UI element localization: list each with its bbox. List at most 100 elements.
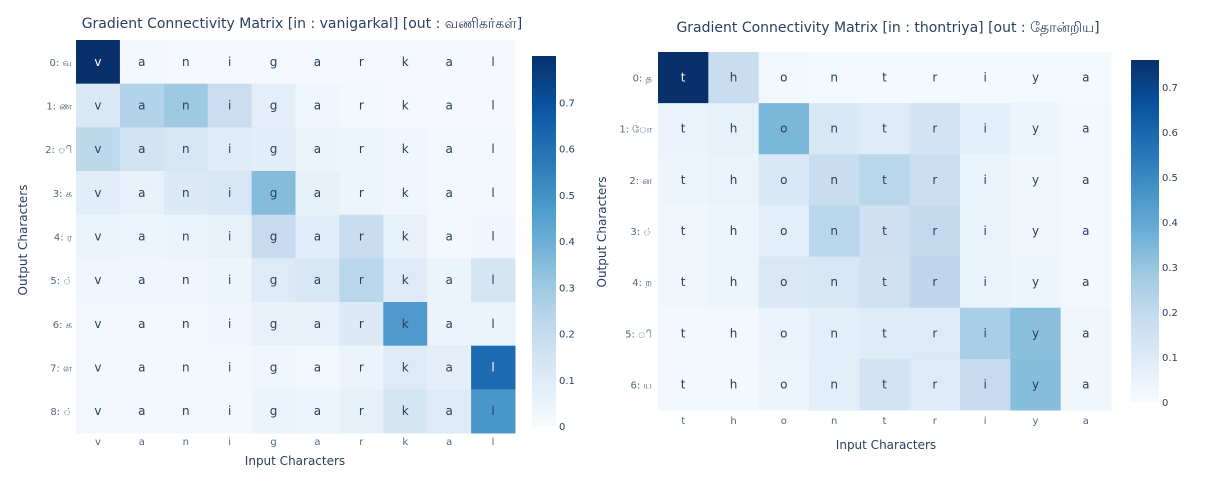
cell-label: o <box>780 71 787 85</box>
cell-label: a <box>138 273 145 287</box>
x-tick-label: i <box>984 416 987 427</box>
x-tick-label: g <box>270 437 276 448</box>
cell-label: i <box>228 317 231 331</box>
heatmap-cell <box>708 103 760 155</box>
heatmap-cell <box>658 256 709 309</box>
heatmap-cell <box>207 83 253 128</box>
y-axis-title: Output Characters <box>16 185 30 296</box>
x-tick-label: a <box>314 437 320 448</box>
heatmap-cell <box>1010 52 1062 104</box>
heatmap-cell <box>251 40 296 85</box>
heatmap-cell <box>758 307 810 360</box>
heatmap-cell <box>809 103 860 155</box>
cell-label: a <box>138 186 145 200</box>
heatmap-cell <box>383 302 428 347</box>
cell-label: t <box>681 377 686 391</box>
cell-label: t <box>882 224 887 238</box>
heatmap-cell <box>119 214 165 259</box>
cell-label: i <box>228 55 231 69</box>
heatmap-cell <box>1010 358 1062 411</box>
cell-label: h <box>730 71 738 85</box>
cell-label: a <box>314 230 321 244</box>
cell-label: a <box>445 99 452 113</box>
heatmap-cell <box>658 358 709 411</box>
heatmap-cell <box>119 389 165 434</box>
cell-label: n <box>830 326 838 340</box>
cell-label: r <box>932 173 937 187</box>
heatmap-cell <box>163 258 209 303</box>
cell-label: v <box>94 317 101 331</box>
heatmap-cell <box>251 127 296 172</box>
x-tick-label: v <box>95 437 101 448</box>
heatmap-cell <box>251 83 296 128</box>
cell-label: a <box>314 273 321 287</box>
cell-label: t <box>681 326 686 340</box>
cell-label: a <box>445 361 452 375</box>
cell-label: r <box>932 275 937 289</box>
heatmap-cell <box>339 302 384 347</box>
cell-label: a <box>138 55 145 69</box>
heatmap-cell <box>119 345 165 390</box>
heatmap-cell <box>758 358 810 411</box>
cell-label: h <box>730 224 738 238</box>
heatmap-cell <box>960 256 1011 309</box>
cell-label: r <box>359 273 364 287</box>
heatmap-cell <box>251 214 296 259</box>
cell-label: y <box>1032 173 1039 187</box>
y-tick-label: 4: ர <box>54 233 73 244</box>
cell-label: y <box>1032 224 1039 238</box>
cell-label: a <box>138 317 145 331</box>
cell-label: k <box>402 361 409 375</box>
heatmap-cell <box>76 127 121 172</box>
heatmap-cell <box>427 258 472 303</box>
cell-label: k <box>402 55 409 69</box>
heatmap-cell <box>383 345 428 390</box>
cell-label: a <box>445 186 452 200</box>
heatmap-cell <box>383 171 428 216</box>
cell-label: r <box>359 142 364 156</box>
x-tick-label: a <box>139 437 145 448</box>
heatmap-cell <box>809 154 860 206</box>
cell-label: r <box>359 99 364 113</box>
heatmap-cell <box>76 302 121 347</box>
cell-label: a <box>314 142 321 156</box>
heatmap-cell <box>119 302 165 347</box>
heatmap-cell <box>119 171 165 216</box>
heatmap-chart-vanigarkal: Gradient Connectivity Matrix [in : vanig… <box>16 16 575 468</box>
heatmap-cell <box>658 103 709 155</box>
cell-label: t <box>882 173 887 187</box>
cell-label: a <box>138 99 145 113</box>
heatmap-cell <box>339 171 384 216</box>
cell-label: a <box>1082 71 1089 85</box>
cell-label: r <box>932 377 937 391</box>
cell-label: v <box>94 142 101 156</box>
heatmap-cells: v a n i g a r k a l v a n i g a r k a l v a n i g a r k a l v a n i g a r k a l… <box>76 40 516 434</box>
heatmap-cell <box>76 171 121 216</box>
y-tick-labels: 0: த 1: ோ 2: ன 3: ் 4: ற 5: ி 6: ய <box>619 74 652 392</box>
heatmap-cell <box>909 205 961 258</box>
cell-label: a <box>445 317 452 331</box>
cell-label: l <box>491 99 494 113</box>
colorbar-tick-label: 0.4 <box>1162 218 1178 229</box>
colorbar-tick-label: 0.5 <box>1162 173 1178 184</box>
cell-label: l <box>491 230 494 244</box>
heatmap-cell <box>427 83 472 128</box>
heatmap-cell <box>295 171 340 216</box>
heatmap-cell <box>119 83 165 128</box>
colorbar-tick-label: 0.2 <box>1162 308 1178 319</box>
cell-label: k <box>402 186 409 200</box>
cell-label: n <box>182 361 190 375</box>
cell-label: h <box>730 122 738 136</box>
cell-label: n <box>182 273 190 287</box>
cell-label: r <box>359 186 364 200</box>
cell-label: g <box>270 361 278 375</box>
heatmap-cell <box>76 345 121 390</box>
heatmap-cell <box>1060 52 1112 104</box>
cell-label: a <box>1082 122 1089 136</box>
cell-label: t <box>882 71 887 85</box>
cell-label: i <box>228 361 231 375</box>
cell-label: o <box>780 224 787 238</box>
heatmap-cell <box>909 103 961 155</box>
heatmap-cell <box>119 40 165 85</box>
heatmap-cell <box>295 40 340 85</box>
